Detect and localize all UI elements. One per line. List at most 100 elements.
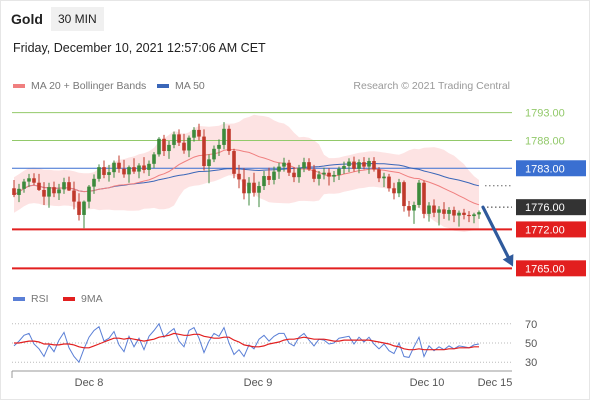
symbol-title: Gold <box>11 11 43 27</box>
x-tick-label: Dec 8 <box>75 377 104 389</box>
candle <box>92 174 96 194</box>
candle <box>302 157 306 173</box>
candle <box>212 145 216 163</box>
candle <box>197 123 201 141</box>
candle-body <box>262 176 266 187</box>
candle-body <box>442 209 446 214</box>
candle <box>257 181 261 208</box>
candle-body <box>52 187 56 194</box>
candle-body <box>422 182 426 214</box>
candle <box>167 141 171 159</box>
candle-body <box>37 182 41 190</box>
candle <box>402 180 406 212</box>
candle-body <box>397 182 401 194</box>
candle-body <box>407 206 411 211</box>
candle <box>67 176 71 192</box>
candle-body <box>167 144 171 152</box>
candle <box>242 168 246 200</box>
candle <box>27 173 31 188</box>
candle-body <box>302 162 306 169</box>
candle <box>477 210 481 219</box>
candle <box>22 178 26 193</box>
candle-body <box>457 212 461 216</box>
legend-ma50: MA 50 <box>157 80 205 92</box>
candle-body <box>92 178 96 187</box>
candle <box>457 210 461 227</box>
candle <box>252 172 256 197</box>
ma50-swatch <box>157 84 169 88</box>
candle <box>357 159 361 174</box>
candle-body <box>377 169 381 179</box>
candle <box>437 206 441 226</box>
candle-body <box>372 161 376 170</box>
candle <box>112 160 116 178</box>
candle <box>442 202 446 219</box>
candle-body <box>197 129 201 137</box>
candle-body <box>317 174 321 179</box>
candle-body <box>432 205 436 213</box>
candle <box>57 183 61 200</box>
candle-body <box>242 179 246 194</box>
candle <box>287 159 291 177</box>
candle <box>362 157 366 170</box>
candle <box>332 171 336 183</box>
chart-datetime: Friday, December 10, 2021 12:57:06 AM CE… <box>13 41 266 55</box>
candle <box>342 161 346 174</box>
candle <box>192 127 196 142</box>
candle-body <box>452 209 456 216</box>
candle-body <box>447 209 451 214</box>
candle-body <box>277 166 281 172</box>
candle <box>12 179 16 198</box>
candle <box>247 177 251 206</box>
candle-body <box>252 182 256 193</box>
candle-body <box>232 151 236 174</box>
candle-body <box>67 182 71 191</box>
candle-body <box>77 201 81 215</box>
ma50-label: MA 50 <box>175 80 205 92</box>
rsi-line <box>13 322 480 364</box>
candle-body <box>467 214 471 217</box>
candle <box>452 206 456 223</box>
candle <box>417 179 421 208</box>
timeframe-button[interactable]: 30 MIN <box>51 7 104 31</box>
candle-body <box>472 214 476 217</box>
candle-body <box>287 162 291 173</box>
candle <box>227 125 231 155</box>
candle-body <box>217 144 221 149</box>
candle-body <box>297 168 301 178</box>
candle-body <box>272 171 276 180</box>
candle-body <box>117 162 121 169</box>
pivot-label: 1783.00 <box>525 163 565 175</box>
support-2-label: 1765.00 <box>525 263 565 275</box>
candle-body <box>97 167 101 179</box>
candle <box>62 177 66 194</box>
rsi-tick-label: 50 <box>525 338 537 350</box>
candle <box>182 133 186 154</box>
candle-body <box>292 172 296 178</box>
candle-body <box>32 178 36 183</box>
candle <box>352 156 356 172</box>
x-tick-label: Dec 10 <box>410 377 445 389</box>
pivot-label-bg <box>516 160 586 177</box>
candle <box>37 173 41 192</box>
candle <box>147 160 151 177</box>
candle <box>172 131 176 149</box>
candle-body <box>362 162 366 167</box>
current-price-label-bg <box>516 199 586 216</box>
candle <box>447 207 451 221</box>
candle-body <box>187 137 191 151</box>
candle <box>327 168 331 186</box>
candle-body <box>267 176 271 180</box>
pivot-label-group: 1783.00 <box>516 160 586 177</box>
candle-body <box>322 172 326 175</box>
ma20-swatch <box>13 84 25 88</box>
candle <box>152 152 156 169</box>
rsi-ma-swatch <box>63 297 75 301</box>
candle-body <box>417 182 421 205</box>
candle-body <box>212 148 216 160</box>
candle <box>427 202 431 222</box>
candle-body <box>87 186 91 202</box>
candle <box>32 173 36 185</box>
candle <box>412 201 416 224</box>
candle-body <box>462 212 466 215</box>
